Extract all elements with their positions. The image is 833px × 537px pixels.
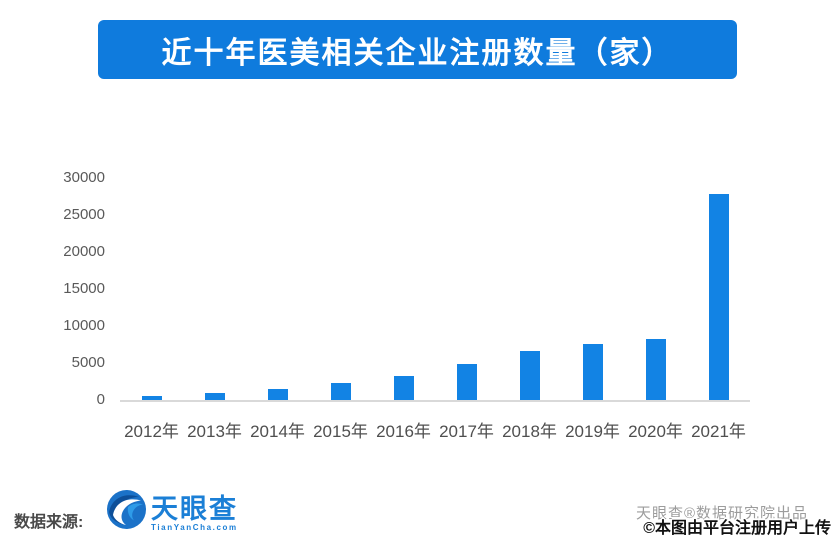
tianyancha-logo-text-block: 天眼查 TianYanCha.com (151, 489, 238, 532)
tianyancha-logo: 天眼查 TianYanCha.com (106, 489, 238, 532)
y-axis-tick-15000: 15000 (63, 280, 105, 297)
tianyancha-eye-icon (106, 489, 147, 530)
x-axis-label-2013年: 2013年 (187, 422, 242, 441)
y-axis-tick-0: 0 (96, 391, 105, 408)
bar-2015年 (330, 383, 351, 400)
x-axis-label-2017年: 2017年 (439, 422, 494, 441)
plot-area (120, 178, 750, 402)
bar-2014年 (267, 389, 288, 400)
bar-2013年 (204, 393, 225, 400)
title-banner: 近十年医美相关企业注册数量（家） (98, 20, 737, 79)
x-axis-label-2018年: 2018年 (502, 422, 557, 441)
y-axis-tick-30000: 30000 (63, 169, 105, 186)
bar-2018年 (519, 351, 540, 400)
tianyancha-logo-text: 天眼查 (151, 494, 238, 524)
bar-2021年 (708, 194, 729, 400)
bar-2016年 (393, 376, 414, 400)
bar-2020年 (645, 339, 666, 400)
x-axis-label-2015年: 2015年 (313, 422, 368, 441)
data-source-label: 数据来源: (14, 514, 84, 531)
x-axis-label-2012年: 2012年 (124, 422, 179, 441)
y-axis-tick-10000: 10000 (63, 317, 105, 334)
x-axis-label-2014年: 2014年 (250, 422, 305, 441)
y-axis-tick-20000: 20000 (63, 243, 105, 260)
bar-2019年 (582, 344, 603, 400)
y-axis-tick-5000: 5000 (71, 354, 105, 371)
x-axis-label-2019年: 2019年 (565, 422, 620, 441)
credit-text: 天眼查®数据研究院出品 (635, 505, 808, 522)
x-axis-label-2021年: 2021年 (691, 422, 746, 441)
user-upload-watermark: ©本图由平台注册用户上传 (643, 520, 831, 537)
x-axis-labels: 2012年 2013年 2014年 2015年 2016年 2017年 2018年 2019年… (120, 417, 750, 441)
bar-2012年 (141, 396, 162, 400)
x-axis-label-2020年: 2020年 (628, 422, 683, 441)
tianyancha-logo-url: TianYanCha.com (151, 523, 238, 532)
chart-title: 近十年医美相关企业注册数量（家） (161, 36, 674, 70)
y-axis-tick-25000: 25000 (63, 206, 105, 223)
x-axis-label-2016年: 2016年 (376, 422, 431, 441)
bar-2017年 (456, 364, 477, 400)
y-axis-labels: 0 5000 10000 15000 20000 25000 30000 (38, 169, 105, 408)
